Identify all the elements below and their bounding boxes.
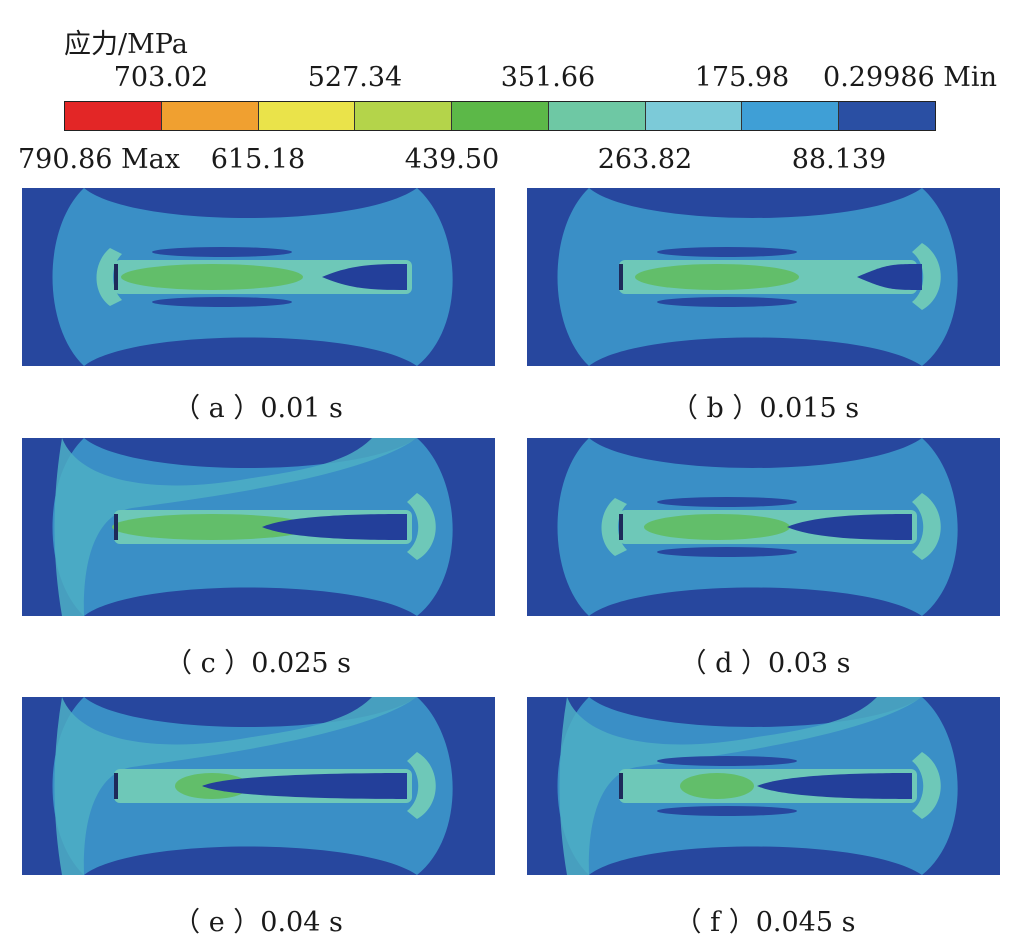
legend-tick-top-min: 0.29986 Min xyxy=(823,62,997,93)
color-cell xyxy=(839,102,936,130)
legend-tick-top: 527.34 xyxy=(307,62,403,93)
stress-panel-a xyxy=(22,188,495,366)
legend-tick-bottom-max: 790.86 Max xyxy=(17,144,181,175)
contour-plot xyxy=(527,188,1000,366)
bar-end-mark xyxy=(619,773,623,799)
color-cell xyxy=(452,102,549,130)
secondary-stress-zone xyxy=(559,697,922,875)
low-stress-band-lower xyxy=(657,806,797,816)
end-lobe-right xyxy=(407,752,436,819)
end-lobe-right xyxy=(912,243,941,310)
low-stress-band-lower xyxy=(152,297,292,307)
color-cell xyxy=(65,102,162,130)
panel-caption: （ a ）0.01 s xyxy=(173,393,343,424)
stress-panel-f xyxy=(527,697,1000,875)
bar-end-mark xyxy=(619,514,623,540)
color-scale-bar xyxy=(64,101,936,131)
legend-tick-bottom: 263.82 xyxy=(597,144,693,175)
low-stress-core xyxy=(757,773,912,799)
end-lobe-right xyxy=(912,752,941,819)
low-stress-band-upper xyxy=(657,756,797,766)
peak-stress-zone xyxy=(680,773,754,799)
contour-plot xyxy=(22,697,495,875)
panel-caption: （ c ）0.025 s xyxy=(164,648,352,679)
low-stress-core xyxy=(787,514,912,540)
stress-panel-e xyxy=(22,697,495,875)
low-stress-core xyxy=(202,773,407,799)
contour-plot xyxy=(527,438,1000,616)
stress-panel-d xyxy=(527,438,1000,616)
low-stress-band-lower xyxy=(657,547,797,557)
peak-stress-zone xyxy=(635,264,799,290)
end-lobe-right xyxy=(407,493,436,560)
color-cell xyxy=(161,102,259,130)
bar-end-mark xyxy=(114,514,118,540)
low-stress-core xyxy=(322,264,407,290)
low-stress-band-upper xyxy=(657,247,797,257)
legend-tick-bottom: 439.50 xyxy=(404,144,500,175)
end-lobe-right xyxy=(912,493,941,560)
stress-panel-b xyxy=(527,188,1000,366)
panel-caption: （ d ）0.03 s xyxy=(679,648,851,679)
secondary-stress-zone xyxy=(54,697,417,875)
legend-tick-top: 175.98 xyxy=(694,62,790,93)
color-cell xyxy=(548,102,646,130)
color-cell xyxy=(645,102,743,130)
panel-caption: （ b ）0.015 s xyxy=(670,393,860,424)
secondary-stress-zone xyxy=(54,438,417,616)
low-stress-band-upper xyxy=(657,497,797,507)
contour-plot xyxy=(22,188,495,366)
color-cell xyxy=(355,102,453,130)
low-stress-core xyxy=(857,264,922,290)
color-cell xyxy=(258,102,356,130)
panel-caption: （ f ）0.045 s xyxy=(674,907,856,938)
peak-stress-zone xyxy=(112,514,312,540)
peak-stress-zone xyxy=(644,514,790,540)
legend-tick-top: 351.66 xyxy=(500,62,596,93)
bar-end-mark xyxy=(114,264,118,290)
bar-end-mark xyxy=(619,264,623,290)
low-stress-band-upper xyxy=(152,247,292,257)
legend-tick-bottom: 615.18 xyxy=(210,144,306,175)
contour-plot xyxy=(527,697,1000,875)
legend-tick-bottom: 88.139 xyxy=(791,144,887,175)
contour-plot xyxy=(22,438,495,616)
legend-title: 应力/MPa xyxy=(64,29,188,60)
color-cell xyxy=(742,102,840,130)
panel-caption: （ e ）0.04 s xyxy=(173,907,343,938)
peak-stress-zone xyxy=(121,264,303,290)
bar-end-mark xyxy=(114,773,118,799)
low-stress-band-lower xyxy=(657,297,797,307)
stress-panel-c xyxy=(22,438,495,616)
legend-tick-top: 703.02 xyxy=(113,62,209,93)
low-stress-core xyxy=(262,514,407,540)
